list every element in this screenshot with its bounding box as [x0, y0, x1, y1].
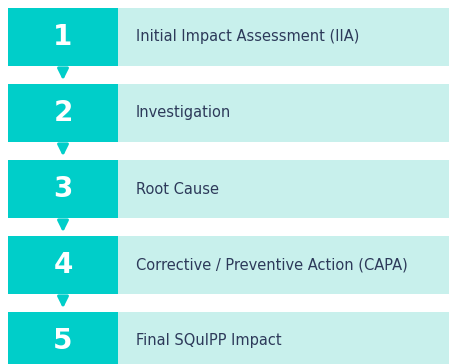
Text: 5: 5	[53, 327, 73, 355]
Text: Investigation: Investigation	[136, 106, 231, 120]
Bar	[8, 160, 449, 218]
Bar	[8, 312, 118, 364]
Bar	[8, 84, 118, 142]
Text: 4: 4	[53, 251, 73, 279]
Bar	[8, 236, 449, 294]
Text: 3: 3	[53, 175, 73, 203]
Text: Root Cause: Root Cause	[136, 182, 219, 197]
Text: Final SQuIPP Impact: Final SQuIPP Impact	[136, 333, 282, 348]
Text: 2: 2	[53, 99, 73, 127]
Text: Corrective / Preventive Action (CAPA): Corrective / Preventive Action (CAPA)	[136, 257, 408, 273]
Bar	[8, 8, 449, 66]
Bar	[8, 160, 118, 218]
Bar	[8, 84, 449, 142]
Text: Initial Impact Assessment (IIA): Initial Impact Assessment (IIA)	[136, 29, 359, 44]
Bar	[8, 8, 118, 66]
Bar	[8, 236, 118, 294]
Bar	[8, 312, 449, 364]
Text: 1: 1	[53, 23, 73, 51]
